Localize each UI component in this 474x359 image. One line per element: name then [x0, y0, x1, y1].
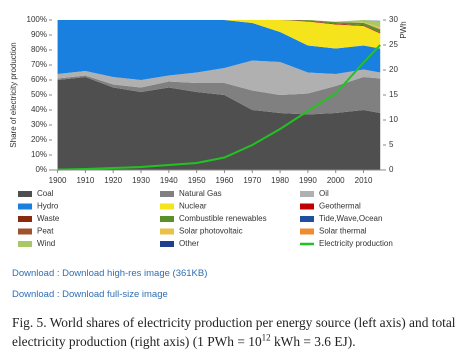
y-tick-label: 90%	[31, 30, 47, 39]
legend-label: Natural Gas	[179, 189, 222, 198]
legend-swatch	[18, 228, 32, 235]
legend-label: Hydro	[37, 202, 59, 211]
legend-label: Geothermal	[319, 202, 361, 211]
y2-tick-label: 0	[389, 165, 394, 174]
legend-swatch	[300, 203, 314, 210]
legend-label: Waste	[37, 214, 60, 223]
x-tick-label: 1950	[188, 176, 206, 185]
legend-swatch	[18, 216, 32, 222]
legend-swatch	[18, 203, 32, 210]
y-tick-label: 70%	[31, 60, 47, 69]
legend-swatch	[300, 191, 314, 197]
download-link[interactable]: Download : Download full-size image	[12, 289, 168, 300]
x-tick-label: 1960	[216, 176, 234, 185]
chart: Share of electricity production PWh 0% 10…	[9, 15, 408, 248]
x-tick-label: 1920	[104, 176, 122, 185]
y2-tick-label: 20	[389, 65, 398, 74]
legend-swatch	[160, 191, 174, 197]
y2-tick-label: 30	[389, 15, 398, 24]
legend-label: Peat	[37, 227, 54, 236]
x-tick-label: 1930	[132, 176, 150, 185]
figure-caption: Fig. 5. World shares of electricity prod…	[12, 313, 470, 351]
y-tick-label: 20%	[31, 135, 47, 144]
y-tick-label: 40%	[31, 105, 47, 114]
x-tick-label: 1970	[243, 176, 261, 185]
legend-swatch	[18, 191, 32, 197]
x-tick-label: 1940	[160, 176, 178, 185]
y-tick-label: 100%	[27, 15, 47, 24]
area	[57, 20, 381, 49]
download-link[interactable]: Download : Download high-res image (361K…	[12, 268, 208, 279]
y2-tick-label: 25	[389, 40, 398, 49]
line	[57, 44, 381, 171]
area	[57, 20, 381, 80]
x-tick-label: 1900	[49, 176, 67, 185]
legend-label: Oil	[319, 189, 329, 198]
y-tick-label: 60%	[31, 75, 47, 84]
y2-tick-label: 15	[389, 90, 398, 99]
legend-swatch	[300, 216, 314, 222]
legend-swatch	[160, 241, 174, 247]
legend-swatch	[300, 228, 314, 235]
x-tick-label: 1910	[76, 176, 94, 185]
x-tick-label: 1980	[271, 176, 289, 185]
y2-tick-label: 10	[389, 115, 398, 124]
y-tick-label: 10%	[31, 150, 47, 159]
y-axis-title: Share of electricity production	[9, 42, 18, 147]
legend-swatch	[160, 203, 174, 210]
legend-swatch	[18, 241, 32, 247]
legend-label: Coal	[37, 189, 54, 198]
legend-label: Solar thermal	[319, 227, 367, 236]
y2-tick-label: 5	[389, 140, 394, 149]
y-tick-label: 30%	[31, 120, 47, 129]
x-tick-label: 2010	[355, 176, 373, 185]
legend-label: Combustible renewables	[179, 214, 267, 223]
y-tick-label: 50%	[31, 90, 47, 99]
y-tick-label: 80%	[31, 45, 47, 54]
y-tick-label: 0%	[35, 165, 47, 174]
area	[57, 60, 381, 95]
area	[57, 77, 381, 170]
legend-label: Wind	[37, 239, 55, 248]
area	[57, 75, 381, 115]
legend-label: Nuclear	[179, 202, 207, 211]
legend-swatch	[160, 228, 174, 235]
caption-superscript: 12	[261, 332, 271, 343]
x-tick-label: 2000	[327, 176, 345, 185]
y2-axis-title: PWh	[399, 21, 408, 38]
caption-text: Fig. 5. World shares of electricity prod…	[12, 315, 456, 349]
caption-text: kWh = 3.6 EJ).	[270, 334, 356, 349]
legend-label: Tide,Wave,Ocean	[319, 214, 382, 223]
legend-label: Solar photovoltaic	[179, 227, 243, 236]
legend-swatch	[160, 216, 174, 222]
legend-label: Electricity production	[319, 239, 393, 248]
x-tick-label: 1990	[299, 176, 317, 185]
legend-label: Other	[179, 239, 199, 248]
